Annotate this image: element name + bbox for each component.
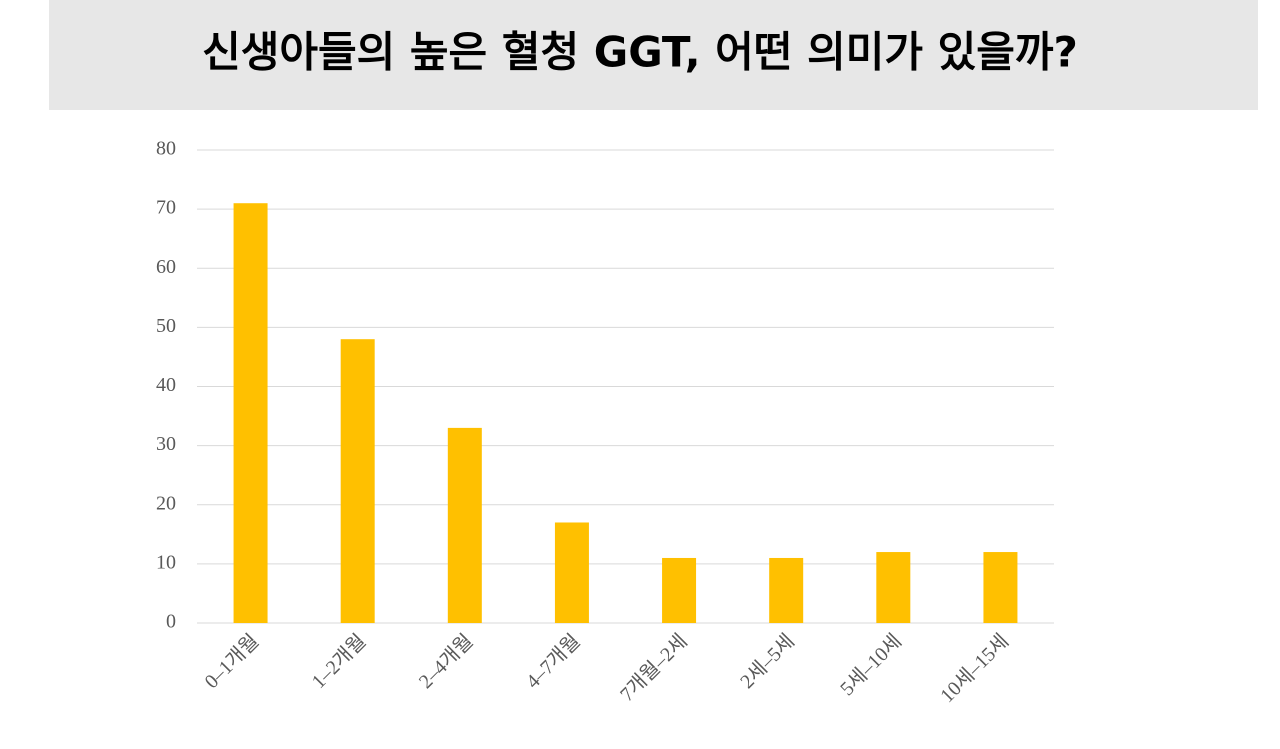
x-tick-label: 10세–15세 bbox=[936, 630, 1014, 708]
x-tick-label: 2세–5세 bbox=[735, 630, 799, 694]
y-tick-label: 50 bbox=[156, 315, 176, 337]
x-tick-label: 4–7개월 bbox=[521, 630, 585, 694]
title-banner bbox=[49, 0, 1258, 110]
y-tick-label: 60 bbox=[156, 256, 176, 278]
bar bbox=[233, 203, 268, 623]
y-tick-label: 40 bbox=[156, 374, 176, 396]
bar bbox=[447, 427, 482, 623]
y-tick-label: 0 bbox=[166, 611, 176, 633]
bar bbox=[769, 557, 804, 623]
x-tick-label: 5세–10세 bbox=[836, 630, 907, 701]
y-tick-label: 20 bbox=[156, 492, 176, 514]
bar bbox=[876, 552, 911, 623]
x-tick-label: 2–4개월 bbox=[414, 630, 478, 694]
y-tick-label: 80 bbox=[156, 138, 176, 160]
x-tick-label: 0–1개월 bbox=[200, 630, 264, 694]
chart-title: 신생아들의 높은 혈청 GGT, 어떤 의미가 있을까? bbox=[202, 28, 1078, 77]
x-tick-label: 7개월–2세 bbox=[615, 630, 692, 707]
bar bbox=[340, 339, 375, 623]
y-tick-label: 10 bbox=[156, 551, 176, 573]
bar bbox=[983, 552, 1018, 623]
x-tick-label: 1–2개월 bbox=[307, 630, 371, 694]
bar bbox=[554, 522, 589, 623]
y-tick-label: 70 bbox=[156, 197, 176, 219]
y-tick-label: 30 bbox=[156, 433, 176, 455]
bar bbox=[662, 557, 697, 623]
